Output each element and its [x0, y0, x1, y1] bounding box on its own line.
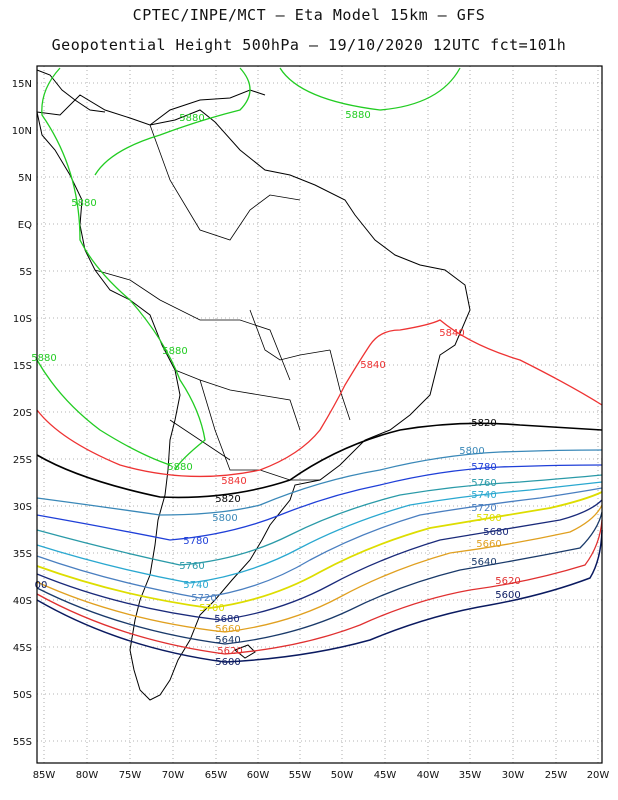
latitude-axis: 15N 10N 5N EQ 5S 10S 15S 20S 25S 30S 35S 40S 45S 50S 5…	[12, 79, 32, 748]
map-frame	[36, 65, 603, 764]
contour-label: 5820	[215, 494, 240, 505]
lon-tick-label: 60W	[247, 770, 270, 781]
lon-tick-label: 80W	[76, 770, 99, 781]
title-line-2: Geopotential Height 500hPa – 19/10/2020 …	[51, 36, 567, 54]
lat-tick-label: 15S	[13, 361, 32, 372]
contour-label: 5720	[191, 593, 216, 604]
contour-label: 5880	[31, 353, 56, 364]
contour-label: 5640	[471, 557, 496, 568]
central-america-coast	[36, 69, 106, 113]
contour-5600	[36, 529, 603, 663]
contour-label: 5660	[215, 624, 240, 635]
longitude-axis: 85W 80W 75W 70W 65W 60W 55W 50W 45W 40W 35W 30W 25W 2…	[33, 770, 610, 781]
lat-tick-label: 20S	[13, 408, 32, 419]
contour-label: 5780	[183, 536, 208, 547]
lat-tick-label: 10N	[12, 126, 32, 137]
lat-tick-label: 5S	[19, 267, 32, 278]
lat-tick-label: 40S	[13, 596, 32, 607]
lat-tick-label: 25S	[13, 455, 32, 466]
contour-label: 5640	[215, 635, 240, 646]
contour-label: 5660	[476, 539, 501, 550]
contour-5880-north	[279, 67, 461, 111]
contour-5820	[36, 422, 603, 499]
south-america-coast	[36, 94, 471, 701]
lon-tick-label: 35W	[459, 770, 482, 781]
contour-5800	[36, 449, 603, 516]
contour-5700	[36, 491, 603, 609]
contour-label: 5740	[471, 490, 496, 501]
contour-label: 5880	[162, 346, 187, 357]
lat-tick-label: 55S	[13, 737, 32, 748]
lat-tick-label: EQ	[18, 220, 32, 231]
contour-labels: 5880 5880 5880 5880 5880 5880 5840 5840 5840 5820…	[31, 110, 520, 668]
lon-tick-label: 55W	[289, 770, 312, 781]
contour-5840	[36, 319, 603, 478]
contour-label: 5840	[439, 328, 464, 339]
grid-lines	[37, 66, 602, 763]
contour-label: 5680	[214, 614, 239, 625]
contour-5620	[36, 519, 603, 655]
contour-label: 5620	[217, 646, 242, 657]
contour-5780	[36, 464, 603, 541]
lon-tick-label: 30W	[502, 770, 525, 781]
contour-label: 5600	[495, 590, 520, 601]
lon-tick-label: 70W	[162, 770, 185, 781]
contour-label: 5880	[167, 462, 192, 473]
contour-label: 00	[35, 580, 48, 591]
contour-5760	[36, 474, 603, 566]
contour-5680	[36, 499, 603, 621]
lon-tick-label: 50W	[331, 770, 354, 781]
caribbean-coast	[149, 89, 266, 126]
contour-label: 5700	[476, 513, 501, 524]
contour-label: 5840	[360, 360, 385, 371]
contour-label: 5720	[471, 503, 496, 514]
contour-label: 5880	[179, 113, 204, 124]
contour-label: 5880	[345, 110, 370, 121]
lat-tick-label: 10S	[13, 314, 32, 325]
lat-tick-label: 35S	[13, 549, 32, 560]
lat-tick-label: 45S	[13, 643, 32, 654]
contour-5880-nw	[94, 67, 251, 176]
country-borders	[94, 124, 351, 481]
contour-5740	[36, 481, 603, 584]
contour-5720	[36, 487, 603, 599]
lon-tick-label: 65W	[205, 770, 228, 781]
contour-lines	[36, 67, 603, 663]
lon-tick-label: 45W	[374, 770, 397, 781]
contour-label: 5800	[212, 513, 237, 524]
contour-label: 5760	[471, 478, 496, 489]
contour-5660	[36, 504, 603, 633]
title-line-1: CPTEC/INPE/MCT – Eta Model 15km – GFS	[132, 6, 486, 24]
contour-5880-west	[41, 67, 206, 471]
contour-label: 5620	[495, 576, 520, 587]
contour-label: 5880	[71, 198, 96, 209]
lon-tick-label: 75W	[119, 770, 142, 781]
contour-label: 5740	[183, 580, 208, 591]
lon-tick-label: 20W	[587, 770, 610, 781]
contour-label: 5600	[215, 657, 240, 668]
lat-tick-label: 30S	[13, 502, 32, 513]
contour-label: 5760	[179, 561, 204, 572]
contour-label: 5820	[471, 418, 496, 429]
contour-label: 5680	[483, 527, 508, 538]
contour-label: 5840	[221, 476, 246, 487]
contour-5880-sw	[36, 359, 171, 466]
contour-5640	[36, 511, 603, 645]
contour-label: 5700	[199, 603, 224, 614]
lon-tick-label: 85W	[33, 770, 56, 781]
lon-tick-label: 25W	[545, 770, 568, 781]
contour-label: 5780	[471, 462, 496, 473]
contour-label: 5800	[459, 446, 484, 457]
lat-tick-label: 15N	[12, 79, 32, 90]
lat-tick-label: 5N	[18, 173, 32, 184]
falklands	[234, 644, 256, 659]
coastline	[36, 69, 471, 701]
lat-tick-label: 50S	[13, 690, 32, 701]
lon-tick-label: 40W	[417, 770, 440, 781]
